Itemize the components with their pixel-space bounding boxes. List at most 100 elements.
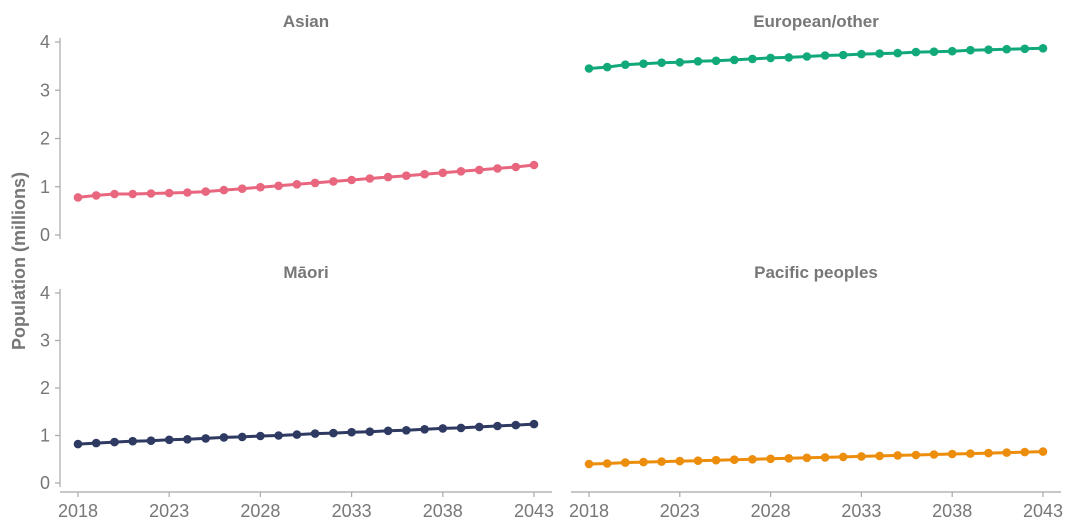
data-point bbox=[802, 52, 812, 61]
data-point bbox=[274, 181, 283, 191]
x-tick-label: 2028 bbox=[240, 501, 280, 521]
data-point bbox=[784, 53, 794, 62]
data-point bbox=[820, 51, 830, 60]
data-point bbox=[966, 449, 975, 458]
data-point bbox=[621, 60, 630, 69]
data-point bbox=[128, 436, 137, 446]
y-axis-title: Population (millions) bbox=[9, 172, 29, 350]
panel-title: Pacific peoples bbox=[754, 263, 878, 282]
data-point bbox=[929, 450, 939, 459]
data-point bbox=[456, 167, 466, 176]
data-point bbox=[602, 459, 612, 468]
data-point bbox=[310, 178, 320, 188]
data-point bbox=[766, 454, 775, 464]
data-point bbox=[529, 419, 539, 429]
data-point bbox=[838, 452, 848, 462]
y-tick-label: 0 bbox=[40, 225, 50, 245]
data-point bbox=[639, 59, 648, 68]
data-point bbox=[911, 47, 921, 57]
data-point bbox=[237, 432, 247, 442]
data-point bbox=[420, 425, 429, 434]
data-point bbox=[493, 421, 502, 431]
data-point bbox=[857, 49, 866, 59]
data-point bbox=[365, 427, 375, 437]
data-point bbox=[838, 50, 848, 60]
data-point bbox=[438, 168, 448, 178]
panel-asian: Asian 0 1 2 3 4 bbox=[40, 12, 539, 245]
data-point bbox=[365, 174, 375, 183]
data-point bbox=[621, 458, 630, 467]
series-line-pacific-peoples bbox=[587, 450, 1045, 466]
data-point bbox=[711, 455, 721, 465]
panel-title: Asian bbox=[283, 12, 329, 31]
data-point bbox=[183, 188, 192, 197]
x-tick-label: 2023 bbox=[149, 501, 189, 521]
data-point bbox=[128, 189, 137, 199]
data-point bbox=[110, 437, 119, 447]
data-point bbox=[1020, 44, 1030, 54]
data-point bbox=[219, 185, 229, 195]
data-point bbox=[310, 429, 320, 438]
x-tick-label: 2018 bbox=[569, 501, 609, 521]
data-point bbox=[201, 434, 210, 443]
data-point bbox=[110, 189, 119, 199]
data-point bbox=[748, 455, 757, 464]
data-point bbox=[893, 451, 902, 460]
x-tick-label: 2033 bbox=[841, 501, 881, 521]
data-point bbox=[639, 457, 648, 467]
data-point bbox=[693, 57, 703, 66]
data-point bbox=[73, 193, 83, 202]
data-point bbox=[1038, 447, 1048, 456]
data-point bbox=[383, 172, 393, 182]
data-point bbox=[893, 48, 902, 58]
data-point bbox=[292, 430, 302, 439]
series-line-m-ori bbox=[76, 422, 536, 446]
data-point bbox=[802, 453, 812, 463]
x-tick-label: 2033 bbox=[332, 501, 372, 521]
data-point bbox=[675, 58, 685, 67]
data-point bbox=[256, 431, 265, 441]
data-point bbox=[675, 456, 685, 466]
x-tick-label: 2038 bbox=[932, 501, 972, 521]
data-point bbox=[438, 424, 448, 433]
y-tick-label: 3 bbox=[40, 80, 50, 100]
data-point bbox=[1002, 44, 1011, 54]
data-point bbox=[947, 449, 957, 459]
data-point bbox=[511, 162, 521, 172]
x-tick-label: 2043 bbox=[514, 501, 554, 521]
data-point bbox=[657, 457, 666, 466]
data-point bbox=[984, 448, 993, 458]
data-point bbox=[201, 187, 210, 196]
data-point bbox=[947, 46, 957, 56]
data-point bbox=[420, 169, 429, 179]
data-point bbox=[164, 435, 174, 445]
y-tick-label: 2 bbox=[40, 129, 50, 149]
series-line-european-other bbox=[587, 46, 1045, 70]
data-point bbox=[91, 191, 101, 200]
data-point bbox=[274, 431, 283, 440]
data-point bbox=[237, 184, 247, 193]
data-point bbox=[784, 454, 794, 463]
data-point bbox=[1038, 44, 1048, 53]
data-point bbox=[329, 177, 338, 186]
panel-title: European/other bbox=[753, 12, 879, 31]
data-point bbox=[219, 433, 229, 442]
y-tick-label: 4 bbox=[40, 32, 50, 52]
data-point bbox=[693, 456, 703, 466]
data-point bbox=[256, 182, 265, 192]
data-point bbox=[383, 426, 393, 436]
data-point bbox=[875, 49, 884, 58]
data-point bbox=[929, 47, 939, 56]
data-point bbox=[529, 160, 539, 170]
x-tick-label: 2018 bbox=[58, 501, 98, 521]
x-tick-label: 2028 bbox=[751, 501, 791, 521]
data-point bbox=[875, 451, 884, 461]
data-point bbox=[511, 420, 521, 430]
data-point bbox=[183, 435, 192, 444]
data-point bbox=[475, 165, 484, 175]
data-point bbox=[402, 426, 411, 435]
y-tick-label: 4 bbox=[40, 283, 50, 303]
panel-european-other: European/other bbox=[584, 12, 1048, 73]
y-tick-label: 3 bbox=[40, 331, 50, 351]
y-tick-label: 2 bbox=[40, 378, 50, 398]
